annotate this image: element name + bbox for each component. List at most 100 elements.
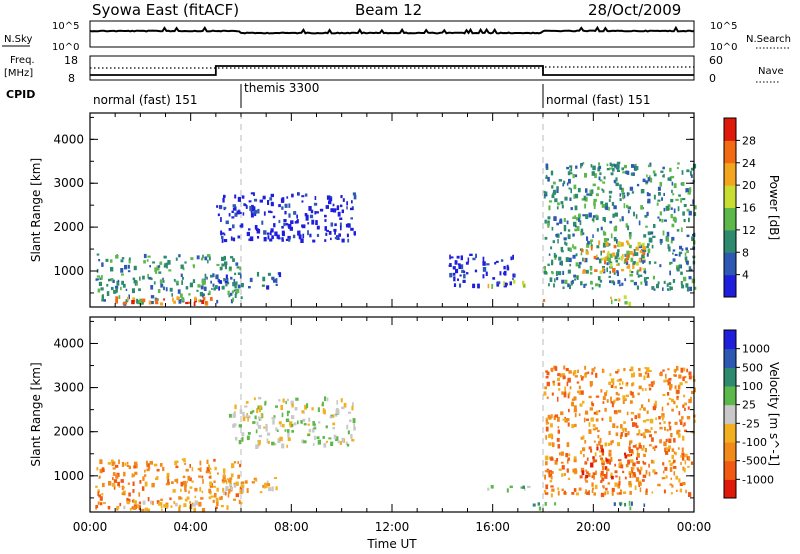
y-tick-label: 4000: [53, 336, 84, 350]
colorbar-tick-label: -25: [742, 417, 760, 430]
nsearch-tick-top: 10^5: [710, 21, 737, 32]
region-2: [218, 271, 282, 291]
x-axis-label: Time UT: [366, 537, 417, 551]
x-tick-label: 04:00: [173, 520, 208, 534]
y-tick-label: 4000: [53, 132, 84, 146]
nsky-tick-bottom: 10^0: [52, 42, 79, 53]
nsearch-label: N.Search: [746, 34, 791, 45]
nave-label: Nave: [758, 66, 784, 77]
region-0: [95, 458, 245, 512]
colorbar-swatch: [724, 367, 736, 387]
nsky-tick-top: 10^5: [52, 21, 79, 32]
colorbar-swatch: [724, 207, 736, 231]
cpid-row: CPID normal (fast) 151 themis 3300 normal …: [6, 81, 650, 108]
colorbar-tick-label: 16: [742, 202, 756, 215]
colorbar-swatch: [724, 479, 736, 499]
velocity-colorbar: 1000 500 100 25 -25 -100 -500 -1000 Velocity [m …: [723, 329, 781, 499]
x-tick-label: 08:00: [274, 520, 309, 534]
y-tick-label: 1000: [53, 469, 84, 483]
colorbar-tick-label: 100: [742, 380, 763, 393]
cpid-label: CPID: [6, 88, 35, 101]
freq-strip: Freq. [MHz] 18 8 60 0 Nave: [4, 54, 784, 85]
region-5: [532, 502, 557, 511]
y-tick-label: 1000: [53, 264, 84, 278]
region-7: [581, 445, 647, 480]
region-7: [543, 161, 697, 292]
colorbar-tick-label: 24: [742, 157, 756, 170]
colorbar-swatch: [724, 229, 736, 253]
cpid-segment-2: normal (fast) 151: [546, 93, 650, 107]
nsearch-tick-bottom: 10^0: [710, 42, 737, 53]
power-colorbar: 4 8 12 16 20 24 28 Power [dB]: [723, 117, 781, 298]
colorbar-tick-label: 20: [742, 179, 756, 192]
region-4: [448, 253, 516, 289]
colorbar-swatch: [724, 423, 736, 443]
region-3: [216, 192, 357, 243]
colorbar-tick-label: 4: [742, 269, 749, 282]
cpid-segment-0: normal (fast) 151: [93, 93, 197, 107]
station-title: Syowa East (fitACF): [92, 1, 239, 19]
colorbar-swatch: [724, 330, 736, 350]
colorbar-label: Power [dB]: [767, 175, 781, 240]
colorbar-tick-label: 28: [742, 134, 756, 147]
colorbar-swatch: [724, 140, 736, 164]
colorbar-swatch: [724, 404, 736, 424]
region-4: [487, 485, 531, 493]
region-2: [216, 477, 278, 495]
region-3: [228, 396, 356, 449]
freq-label: Freq.: [10, 55, 35, 66]
colorbar-tick-label: 25: [742, 399, 756, 412]
colorbar-tick-label: 1000: [742, 343, 770, 356]
freq-unit: [MHz]: [4, 68, 33, 79]
freq-tick-bottom: 8: [68, 72, 75, 85]
colorbar-swatch: [724, 252, 736, 276]
echo-cells: [95, 365, 696, 513]
region-0: [95, 253, 243, 306]
colorbar-swatch: [724, 274, 736, 298]
colorbar-tick-label: -1000: [742, 473, 774, 486]
colorbar-swatch: [724, 118, 736, 141]
x-tick-label: 16:00: [475, 520, 510, 534]
date-title: 28/Oct/2009: [588, 1, 681, 19]
beam-title: Beam 12: [355, 1, 422, 19]
region-9: [610, 295, 632, 307]
colorbar-swatch: [724, 162, 736, 186]
region-8: [613, 500, 646, 511]
region-1: [115, 296, 213, 306]
colorbar-swatch: [724, 460, 736, 480]
colorbar-tick-label: 500: [742, 361, 763, 374]
y-tick-label: 3000: [53, 176, 84, 190]
echo-cells: [95, 161, 697, 307]
nave-tick-top: 60: [709, 54, 723, 67]
region-8: [581, 240, 646, 274]
colorbar-tick-label: 12: [742, 224, 756, 237]
y-tick-label: 2000: [53, 220, 84, 234]
colorbar-tick-label: -100: [742, 436, 767, 449]
y-axis-label: Slant Range [km]: [29, 158, 43, 262]
power-panel: 1000 2000 3000 4000 Slant Range [km]: [29, 112, 697, 308]
nave-tick-bottom: 0: [709, 72, 716, 85]
x-tick-label: 20:00: [576, 520, 611, 534]
velocity-panel: 1000 2000 3000 4000 Slant Range [km] 00:00 04:…: [29, 316, 712, 551]
x-tick-label: 12:00: [375, 520, 410, 534]
nsky-strip: N.Sky 10^5 10^0 10^5 10^0 N.Search: [2, 20, 791, 53]
y-axis-label: Slant Range [km]: [29, 362, 43, 466]
colorbar-swatch: [724, 348, 736, 368]
x-tick-label: 00:00: [677, 520, 712, 534]
region-6: [543, 299, 546, 302]
colorbar-tick-label: -500: [742, 455, 767, 468]
colorbar-swatch: [724, 386, 736, 406]
x-tick-label: 00:00: [73, 520, 108, 534]
nsky-label: N.Sky: [4, 34, 32, 45]
colorbar-label: Velocity [m s^-1]: [767, 362, 781, 466]
y-tick-label: 3000: [53, 381, 84, 395]
colorbar-swatch: [724, 442, 736, 462]
y-tick-label: 2000: [53, 425, 84, 439]
region-1: [116, 500, 206, 513]
freq-tick-top: 18: [64, 54, 78, 67]
colorbar-tick-label: 8: [742, 246, 749, 259]
cpid-segment-1: themis 3300: [244, 81, 319, 95]
region-5: [487, 279, 526, 289]
colorbar-swatch: [724, 185, 736, 208]
